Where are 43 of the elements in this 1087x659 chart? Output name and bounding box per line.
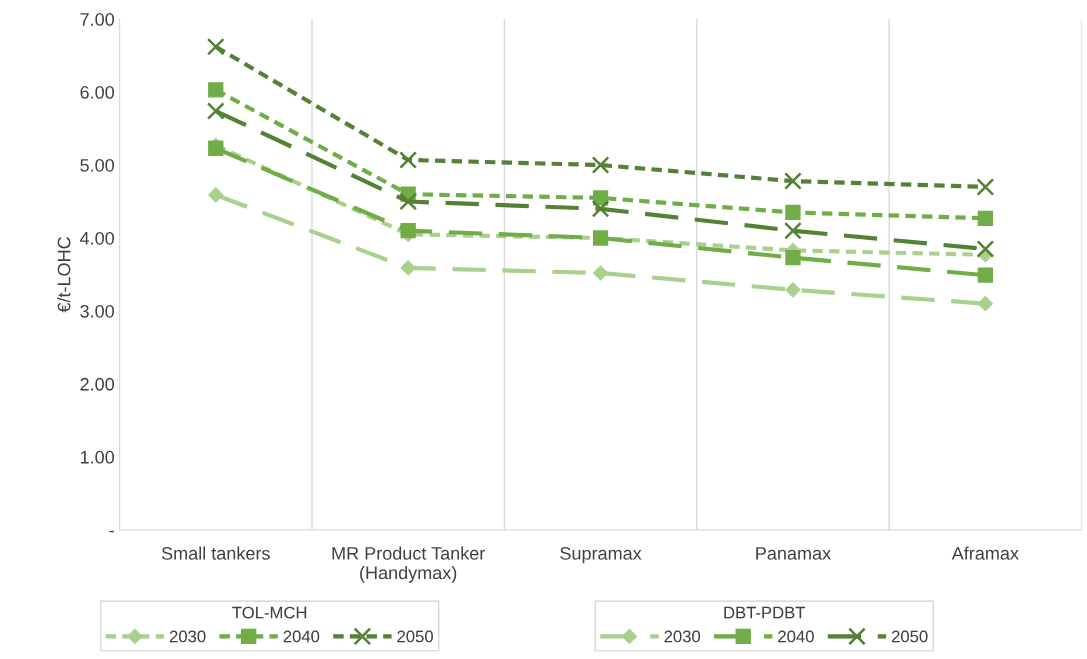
point bbox=[208, 82, 224, 98]
legend-label: 2040 bbox=[778, 630, 814, 643]
point bbox=[784, 172, 802, 190]
y-tick-label: 7.00 bbox=[80, 13, 115, 26]
point bbox=[785, 282, 801, 298]
point bbox=[976, 178, 995, 196]
point bbox=[977, 267, 994, 283]
y-axis-title: €/t-LOHC bbox=[57, 237, 71, 313]
point bbox=[591, 199, 610, 218]
x-tick-label: Small tankers bbox=[161, 546, 270, 560]
point bbox=[977, 210, 994, 226]
text: TOL-MCH bbox=[232, 606, 307, 619]
x-tick-label: Supramax bbox=[560, 546, 642, 564]
point bbox=[400, 223, 416, 239]
point bbox=[592, 265, 609, 281]
point bbox=[976, 240, 995, 258]
point bbox=[206, 37, 225, 56]
legend-label: 2030 bbox=[664, 630, 701, 643]
point bbox=[208, 187, 224, 203]
y-tick-label: 6.00 bbox=[80, 86, 115, 99]
y-tick-label: 4.00 bbox=[79, 231, 115, 245]
legend-label: 2050 bbox=[397, 630, 433, 643]
point bbox=[785, 250, 801, 266]
x-tick-label: Aframax bbox=[951, 546, 1019, 560]
legend-label: 2030 bbox=[169, 630, 206, 643]
point bbox=[400, 260, 416, 276]
point bbox=[591, 156, 610, 174]
x-tick-label: Panamax bbox=[756, 547, 831, 560]
y-tick-label: 2.00 bbox=[80, 377, 115, 391]
legend-label: 2050 bbox=[891, 630, 928, 643]
point bbox=[399, 151, 418, 169]
point bbox=[785, 204, 801, 221]
legend-label: 2040 bbox=[283, 630, 320, 643]
y-tick-label: 1.00 bbox=[80, 450, 115, 464]
point bbox=[399, 192, 418, 211]
y-tick-label: 3.00 bbox=[80, 304, 115, 318]
y-tick-label: 5.00 bbox=[80, 158, 115, 172]
y-tick-label: - bbox=[109, 530, 114, 533]
x-tick-label: MR Product Tanker (Handymax) bbox=[332, 546, 485, 583]
point bbox=[206, 102, 225, 120]
point bbox=[784, 221, 802, 240]
point bbox=[977, 296, 993, 312]
text: DBT-PDBT bbox=[724, 606, 806, 619]
